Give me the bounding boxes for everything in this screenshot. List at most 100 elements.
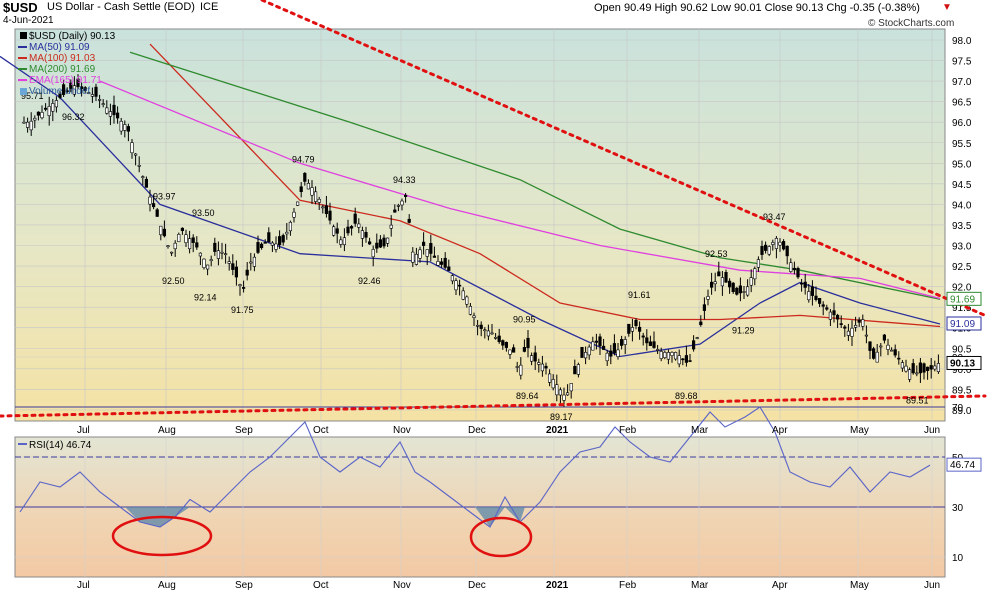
price-candle — [774, 238, 778, 249]
legend-ma200-label: MA(200) 91.69 — [29, 64, 96, 75]
instrument-name: US Dollar - Cash Settle (EOD) — [47, 1, 195, 13]
price-candle — [645, 337, 649, 344]
price-candle — [814, 295, 818, 300]
price-candle — [375, 242, 379, 249]
price-candle — [853, 325, 858, 328]
price-candle — [637, 326, 642, 332]
price-candle — [483, 329, 487, 332]
price-candle — [43, 107, 48, 110]
pivot-annotation: 91.29 — [732, 325, 755, 335]
price-candle — [529, 355, 534, 362]
price-axis-tick-label: 96.5 — [952, 98, 972, 109]
legend-ma200: MA(200) 91.69 — [18, 64, 96, 75]
price-candle — [252, 256, 257, 267]
price-candle — [72, 85, 76, 95]
price-candle — [367, 241, 372, 245]
price-axis-tick-label: 97.0 — [952, 77, 972, 88]
price-candle — [817, 297, 822, 304]
price-candle — [400, 200, 404, 206]
price-candle — [101, 103, 105, 105]
price-candle — [173, 242, 177, 250]
price-candle — [342, 237, 347, 246]
price-x-axis-label: Mar — [691, 425, 709, 436]
price-candle — [321, 206, 325, 209]
price-candle — [425, 249, 429, 257]
price-candle — [105, 107, 109, 114]
price-axis-tick-label: 89.5 — [952, 385, 972, 396]
price-candle — [324, 205, 329, 214]
legend-ema165-label: EMA(165) 91.71 — [29, 75, 102, 86]
price-candle — [116, 112, 120, 119]
price-candle — [184, 234, 188, 244]
price-candle — [576, 364, 580, 375]
price-candle — [501, 340, 505, 346]
rsi-x-axis-label: Apr — [772, 580, 788, 591]
price-candle — [688, 360, 692, 362]
legend-ma50-label: MA(50) 91.09 — [29, 42, 90, 53]
price-candle — [756, 259, 760, 268]
price-candle — [706, 296, 710, 300]
price-candle — [51, 103, 55, 112]
price-candle — [385, 237, 390, 244]
ohlc-readout: Open 90.49 High 90.62 Low 90.01 Close 90… — [594, 2, 920, 14]
price-candle — [216, 250, 221, 259]
last-value-tag-label: 90.13 — [950, 358, 975, 369]
price-candle — [907, 369, 912, 380]
price-candle — [904, 365, 908, 372]
price-candle — [778, 241, 782, 246]
last-value-tag — [946, 316, 982, 331]
price-candle — [130, 142, 134, 154]
rsi-line — [19, 406, 931, 528]
price-candle — [29, 120, 33, 131]
price-candle — [616, 349, 620, 357]
price-axis-tick-label: 92.0 — [952, 283, 972, 294]
price-candle — [619, 339, 624, 346]
price-candle — [339, 239, 343, 245]
price-candle — [421, 241, 426, 246]
price-candle — [720, 277, 724, 287]
price-axis-tick-label: 94.5 — [952, 180, 972, 191]
price-x-axis-label: Jun — [924, 425, 940, 436]
price-candle — [195, 242, 199, 248]
price-candle — [144, 178, 149, 188]
rsi-legend: RSI(14) 46.74 — [18, 440, 92, 451]
price-axis-tick-label: 95.5 — [952, 139, 972, 150]
price-candle — [911, 363, 915, 374]
price-candle — [209, 259, 213, 262]
price-candle — [745, 286, 750, 296]
price-candle — [126, 126, 130, 132]
price-candle — [875, 351, 879, 363]
last-value-tag — [946, 355, 982, 370]
price-candle — [83, 87, 87, 91]
price-candle — [933, 365, 937, 370]
price-x-axis-label: Nov — [393, 425, 411, 436]
price-candle — [562, 394, 566, 401]
price-x-axis-label: Dec — [468, 425, 486, 436]
price-candle — [648, 341, 652, 346]
price-candle — [80, 86, 84, 90]
price-candle — [655, 349, 660, 351]
price-candle — [429, 243, 433, 254]
price-candle — [98, 99, 102, 101]
price-candle — [565, 392, 570, 396]
price-candle — [641, 335, 645, 338]
rsi-legend-label: RSI(14) 46.74 — [29, 440, 92, 451]
price-candle — [76, 78, 80, 88]
price-candle — [857, 319, 861, 323]
price-candle — [486, 330, 491, 337]
price-candle — [825, 307, 829, 310]
price-candle — [479, 324, 483, 329]
price-axis-tick-label: 93.5 — [952, 221, 972, 232]
pivot-annotation: 93.97 — [153, 191, 176, 201]
price-candle — [54, 100, 58, 108]
ma100-line — [149, 43, 941, 328]
price-candle — [580, 346, 584, 358]
price-candle — [450, 275, 455, 282]
price-candle — [335, 228, 339, 234]
pivot-annotation: 93.47 — [763, 212, 786, 222]
pivot-annotation: 95.71 — [21, 91, 44, 101]
price-candle — [886, 344, 890, 350]
price-candle — [249, 261, 253, 264]
price-candle — [587, 346, 591, 356]
price-candle — [792, 267, 796, 271]
